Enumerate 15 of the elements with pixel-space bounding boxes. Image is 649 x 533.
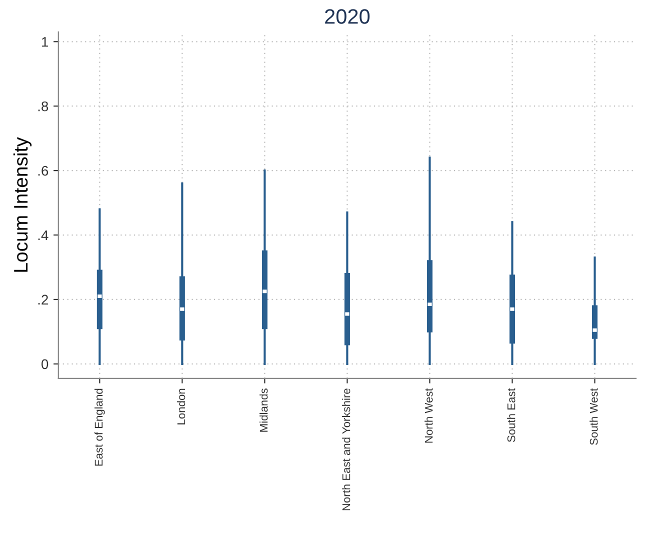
y-tick-label: .2 bbox=[38, 294, 48, 305]
y-tick-label: 0 bbox=[42, 359, 48, 370]
x-tick-label: South East bbox=[507, 388, 516, 442]
y-axis-title: Locum Intensity bbox=[13, 137, 32, 272]
x-tick-label: North West bbox=[424, 388, 433, 443]
chart-title: 2020 bbox=[325, 9, 370, 24]
x-tick-label: London bbox=[177, 388, 186, 424]
y-tick-label: .8 bbox=[38, 101, 48, 112]
y-tick-label: .4 bbox=[38, 230, 48, 240]
x-tick-label: South West bbox=[590, 388, 598, 445]
y-tick-label: 1 bbox=[42, 37, 48, 47]
x-tick-label: North East and Yorkshire bbox=[342, 388, 350, 510]
x-tick-label: East of England bbox=[94, 388, 105, 466]
y-tick-label: .6 bbox=[38, 166, 48, 176]
x-tick-label: Midlands bbox=[260, 388, 268, 432]
